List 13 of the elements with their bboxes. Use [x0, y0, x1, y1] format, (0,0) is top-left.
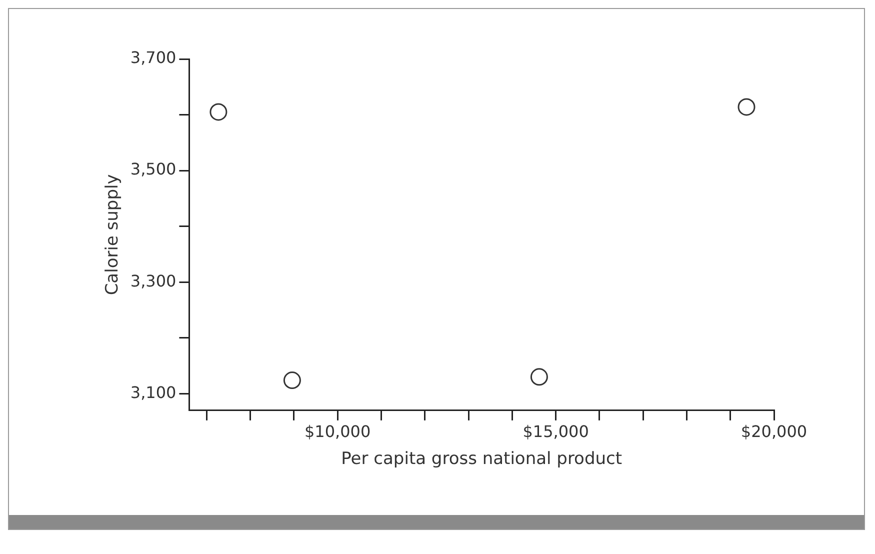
y-tick-label: 3,300 [130, 271, 176, 290]
point [530, 368, 548, 386]
y-tick-label: 3,700 [130, 48, 176, 68]
x-tick-label: $15,000 [522, 422, 589, 442]
x-axis-title: Per capita gross national product [341, 449, 622, 470]
y-tick-label: 3,100 [130, 382, 176, 402]
y-axis-title: Calorie supply [102, 174, 123, 296]
y-tick-label: 3,500 [130, 160, 176, 179]
x-tick-label: $20,000 [740, 422, 808, 442]
point [283, 372, 301, 390]
point [738, 98, 756, 116]
point [210, 103, 228, 121]
x-tick-label: $10,000 [304, 422, 371, 442]
